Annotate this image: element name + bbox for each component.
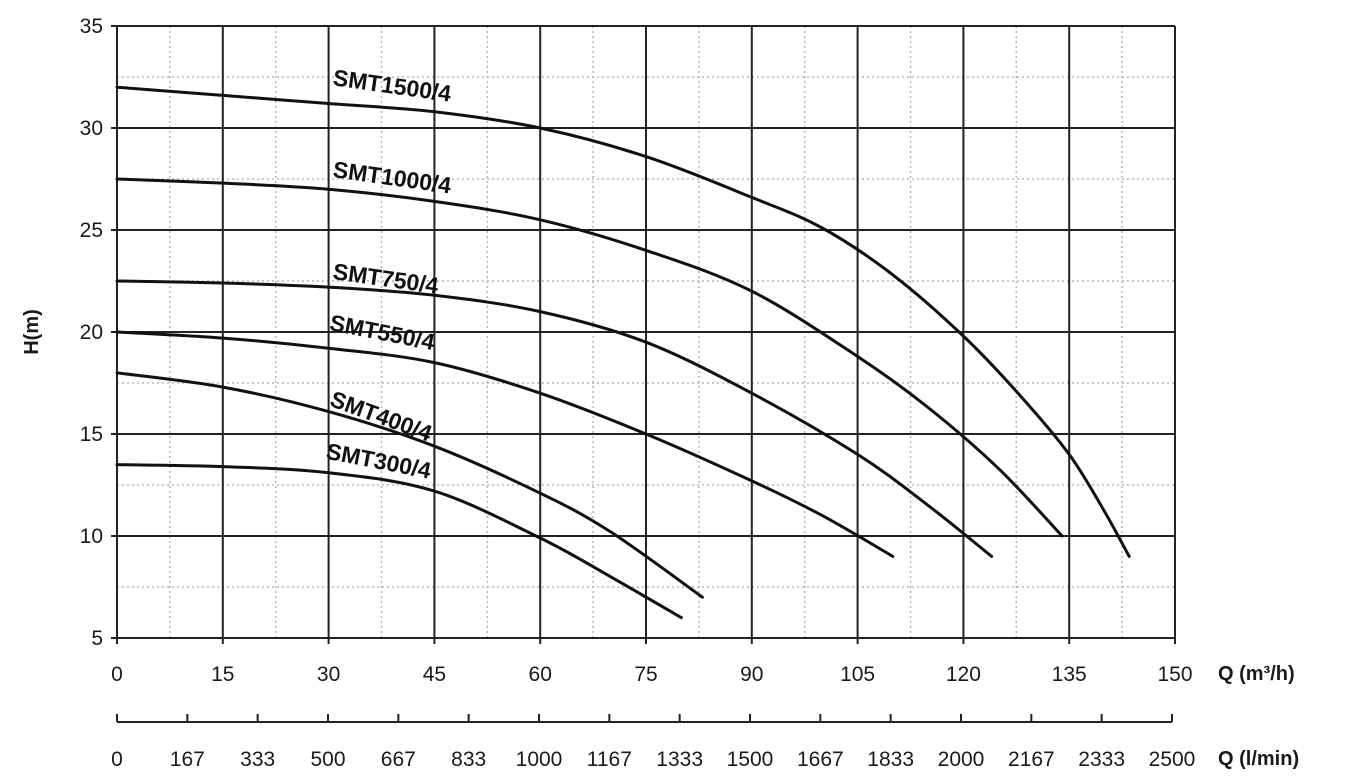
secondary-x-tick-label: 1500 xyxy=(727,748,774,771)
x-tick-label: 75 xyxy=(634,663,657,686)
secondary-x-tick-label: 1833 xyxy=(867,748,914,771)
secondary-x-tick-label: 333 xyxy=(240,748,275,771)
y-tick-label: 20 xyxy=(80,321,103,344)
pump-curves xyxy=(115,85,1131,620)
secondary-x-tick-label: 1000 xyxy=(516,748,563,771)
secondary-x-tick-labels: 0 167 333 500 667 833 1000 1167 1333 1500 1667 1833… xyxy=(111,748,1195,771)
y-tick-label: 15 xyxy=(80,423,103,446)
curve-smt550-4 xyxy=(115,330,895,558)
secondary-x-tick-label: 0 xyxy=(111,748,123,771)
label-smt750-4: SMT750/4 xyxy=(331,258,440,299)
secondary-x-tick-label: 1167 xyxy=(587,748,632,771)
y-tick-label: 25 xyxy=(80,219,103,242)
curve-smt750-4 xyxy=(115,279,994,558)
grid xyxy=(116,25,1176,639)
curve-smt400-4 xyxy=(115,371,704,599)
x-tick-labels: 0 15 30 45 60 75 90 105 120 135 150 xyxy=(111,663,1192,686)
y-tick-labels: 5 10 15 20 25 30 35 xyxy=(80,15,103,650)
x-tick-label: 60 xyxy=(529,663,552,686)
y-tick-label: 5 xyxy=(91,627,103,650)
x-tick-label: 135 xyxy=(1052,663,1087,686)
x-tick-label: 30 xyxy=(317,663,340,686)
y-tick-label: 30 xyxy=(80,117,103,140)
curve-smt1500-4 xyxy=(115,85,1131,558)
secondary-x-tick-label: 2333 xyxy=(1078,748,1125,771)
secondary-x-tick-label: 667 xyxy=(381,748,416,771)
secondary-x-tick-label: 167 xyxy=(170,748,205,771)
x-tick-label: 0 xyxy=(111,663,123,686)
x-tick-label: 45 xyxy=(423,663,446,686)
x-tick-label: 105 xyxy=(840,663,875,686)
x-axis-title: Q (m³/h) xyxy=(1218,663,1295,685)
y-axis-title: H(m) xyxy=(21,309,43,355)
secondary-x-tick-label: 2167 xyxy=(1008,748,1055,771)
x-tick-label: 120 xyxy=(946,663,981,686)
x-tick-label: 150 xyxy=(1157,663,1192,686)
x-tick-label: 15 xyxy=(211,663,234,686)
secondary-x-tick-label: 2000 xyxy=(938,748,985,771)
secondary-x-axis-title: Q (l/min) xyxy=(1218,748,1299,770)
x-tick-label: 90 xyxy=(740,663,763,686)
curve-smt300-4 xyxy=(115,463,683,620)
secondary-x-tick-label: 500 xyxy=(310,748,345,771)
secondary-x-tick-label: 1333 xyxy=(656,748,703,771)
y-tick-label: 35 xyxy=(80,15,103,38)
secondary-x-tick-label: 833 xyxy=(451,748,486,771)
secondary-x-tick-label: 1667 xyxy=(797,748,844,771)
y-tick-label: 10 xyxy=(80,525,103,548)
label-smt300-4: SMT300/4 xyxy=(324,438,433,484)
curve-smt1000-4 xyxy=(115,177,1064,538)
label-smt550-4: SMT550/4 xyxy=(328,309,437,355)
secondary-x-tick-label: 2500 xyxy=(1149,748,1196,771)
axes xyxy=(111,25,1176,723)
